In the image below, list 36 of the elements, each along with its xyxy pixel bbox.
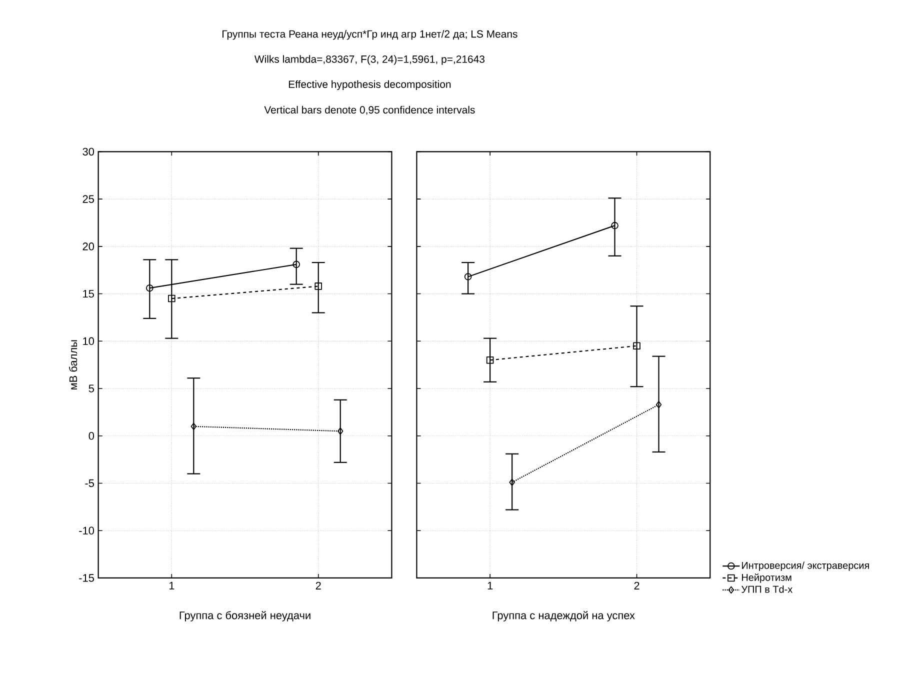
- x-tick-label: 2: [634, 582, 640, 590]
- y-tick-label: -5: [85, 479, 94, 488]
- x-tick-label: 1: [169, 582, 174, 590]
- point: [314, 282, 322, 290]
- y-tick-label: 5: [88, 384, 94, 392]
- point: [656, 400, 662, 408]
- y-axis-title: мВ баллы: [68, 340, 78, 390]
- chart-subtitle: Wilks lambda=,83367, F(3, 24)=1,5961, p=,21643: [254, 55, 484, 65]
- y-tick-label: 25: [82, 195, 94, 203]
- point: [509, 478, 515, 486]
- text: Effective hypothesis decomposition: [288, 80, 451, 90]
- y-tick-label: 0: [88, 432, 94, 440]
- y-tick-label: 20: [82, 242, 94, 250]
- x-tick-label: 1: [488, 582, 493, 590]
- point: [633, 342, 640, 350]
- x-axis-title: Группа с надеждой на успех: [492, 611, 635, 622]
- point: [168, 294, 176, 302]
- point: [486, 356, 494, 364]
- y-tick-label: -15: [79, 574, 94, 582]
- y-tick-label: -10: [79, 526, 94, 534]
- legend-label: Интроверсия/ экстраверсия: [742, 562, 869, 571]
- x-tick-label: 2: [316, 582, 321, 590]
- point: [146, 284, 154, 292]
- y-tick-label: 10: [83, 337, 94, 346]
- chart-title: Группы теста Реана неуд/усп*Гр инд агр 1нет/2 да; LS Means: [222, 30, 518, 40]
- point: [338, 428, 344, 435]
- point: [464, 273, 472, 280]
- legend-label: УПП в Td-x: [741, 586, 792, 593]
- point: [190, 422, 197, 430]
- y-tick-label: 15: [83, 290, 94, 298]
- point: [292, 260, 300, 268]
- text: Vertical bars denote 0,95 confidence intervals: [264, 106, 475, 115]
- y-tick-label: 30: [82, 148, 94, 156]
- legend-label: Нейротизм: [742, 573, 792, 583]
- x-axis-title: Группа с боязней неудачи: [180, 611, 310, 622]
- point: [611, 222, 618, 230]
